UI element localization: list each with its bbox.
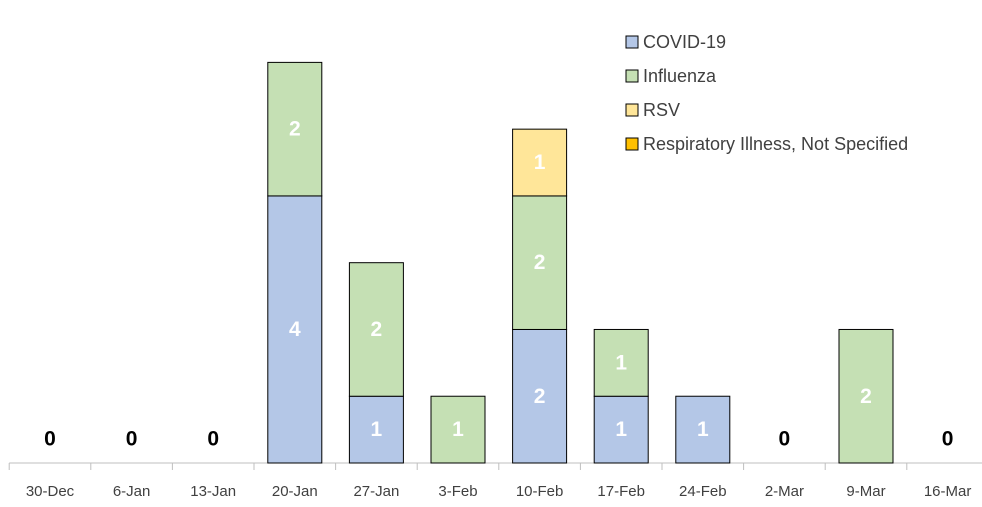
bar-segment	[348, 262, 404, 397]
data-label: 2	[534, 385, 546, 408]
bar-segment	[348, 395, 404, 464]
bar-segment	[512, 328, 568, 464]
data-label: 4	[289, 318, 301, 341]
legend-swatch	[625, 35, 639, 49]
data-label: 0	[942, 428, 954, 451]
bar-segment	[267, 61, 323, 197]
bar-segment	[430, 395, 486, 464]
legend-label: RSV	[643, 100, 680, 120]
data-label: 1	[697, 418, 709, 441]
x-tick-label: 30-Dec	[26, 483, 75, 500]
bar-segment	[593, 395, 649, 464]
data-label: 2	[860, 385, 872, 408]
x-tick-label: 16-Mar	[924, 483, 972, 500]
data-label: 2	[289, 118, 301, 141]
bar-segment	[593, 328, 649, 397]
data-label: 2	[534, 251, 546, 274]
data-label: 1	[371, 418, 383, 441]
data-label: 0	[126, 428, 138, 451]
x-tick-label: 20-Jan	[272, 483, 318, 500]
data-label: 0	[44, 428, 56, 451]
data-label: 2	[371, 318, 383, 341]
bar-segment	[512, 128, 568, 197]
x-tick-label: 13-Jan	[190, 483, 236, 500]
bar-segment	[675, 395, 731, 464]
x-tick-label: 6-Jan	[113, 483, 151, 500]
bar-segment	[512, 195, 568, 330]
data-label: 1	[615, 351, 627, 374]
bar-segment	[267, 195, 323, 464]
data-label: 1	[534, 151, 546, 174]
legend-swatch	[625, 103, 639, 117]
legend-swatch	[625, 69, 639, 83]
bar-segment	[838, 328, 894, 464]
legend-label: Influenza	[643, 66, 717, 86]
x-tick-label: 27-Jan	[353, 483, 399, 500]
x-tick-label: 9-Mar	[846, 483, 885, 500]
data-label: 1	[452, 418, 464, 441]
x-tick-label: 24-Feb	[679, 483, 727, 500]
legend-label: Respiratory Illness, Not Specified	[643, 134, 908, 154]
x-tick-label: 2-Mar	[765, 483, 804, 500]
x-tick-label: 17-Feb	[597, 483, 645, 500]
data-label: 1	[615, 418, 627, 441]
x-tick-label: 10-Feb	[516, 483, 564, 500]
legend-label: COVID-19	[643, 32, 726, 52]
data-label: 0	[207, 428, 219, 451]
data-label: 0	[779, 428, 791, 451]
legend-swatch	[625, 137, 639, 151]
x-tick-label: 3-Feb	[438, 483, 477, 500]
